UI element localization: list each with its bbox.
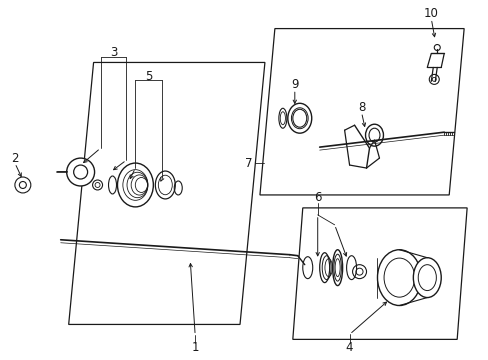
Text: 5: 5 <box>144 70 152 83</box>
Ellipse shape <box>332 250 342 285</box>
Text: 9: 9 <box>290 78 298 91</box>
Ellipse shape <box>377 250 421 306</box>
Ellipse shape <box>278 108 286 128</box>
Text: 7: 7 <box>244 157 252 170</box>
Text: 8: 8 <box>357 101 365 114</box>
Text: 3: 3 <box>110 46 117 59</box>
Ellipse shape <box>117 163 153 207</box>
Ellipse shape <box>319 253 329 283</box>
Text: 10: 10 <box>423 7 438 20</box>
Text: 4: 4 <box>345 341 353 354</box>
Text: 6: 6 <box>313 192 321 204</box>
Ellipse shape <box>412 258 440 298</box>
Text: 1: 1 <box>191 341 199 354</box>
Text: 2: 2 <box>11 152 19 165</box>
Ellipse shape <box>365 124 383 146</box>
Ellipse shape <box>287 103 311 133</box>
Circle shape <box>66 158 94 186</box>
